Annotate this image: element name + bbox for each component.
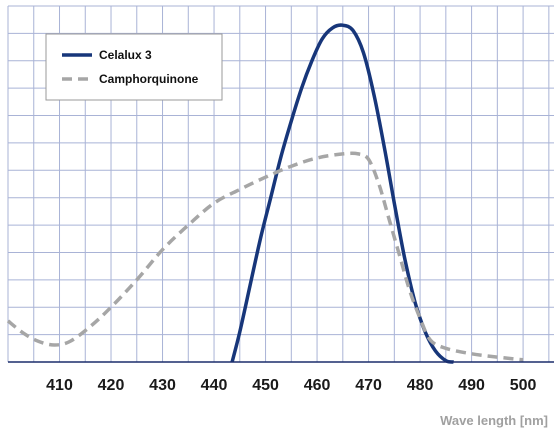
series-layer <box>6 23 524 364</box>
x-tick-label: 410 <box>46 377 73 394</box>
x-tick-label: 470 <box>355 377 382 394</box>
x-tick-label: 440 <box>201 377 228 394</box>
x-tick-label: 420 <box>98 377 125 394</box>
x-axis-label: Wave length [nm] <box>440 413 548 428</box>
series-line-camphorquinone <box>6 151 524 362</box>
x-tick-label: 480 <box>407 377 434 394</box>
x-tick-label: 490 <box>458 377 485 394</box>
legend-label-camphorquinone: Camphorquinone <box>99 72 199 86</box>
x-tick-label: 430 <box>149 377 176 394</box>
x-tick-label: 500 <box>510 377 537 394</box>
legend-label-celalux: Celalux 3 <box>99 48 152 62</box>
x-tick-label: 450 <box>252 377 279 394</box>
legend: Celalux 3 Camphorquinone <box>45 33 223 101</box>
x-tick-labels: 410 420 430 440 450 460 470 480 490 500 <box>46 377 536 394</box>
legend-box <box>45 33 223 101</box>
x-tick-label: 460 <box>304 377 331 394</box>
